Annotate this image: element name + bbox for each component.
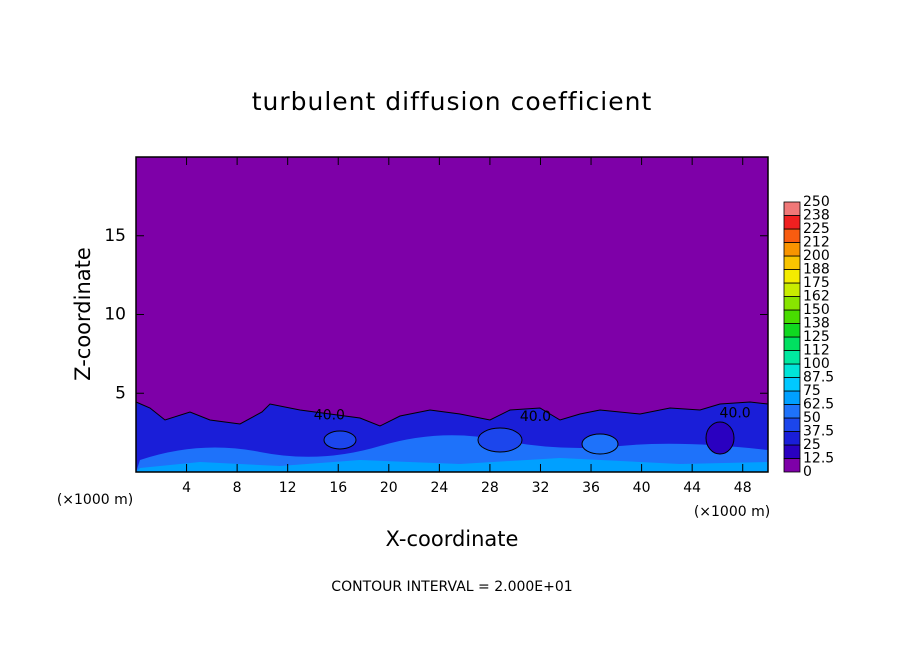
chart-title: turbulent diffusion coefficient — [252, 87, 653, 116]
contour-label: 40.0 — [314, 407, 345, 423]
footer: CONTOUR INTERVAL = 2.000E+01 — [331, 579, 572, 595]
colorbar-label: 150 — [803, 302, 830, 318]
colorbar-swatch — [783, 444, 801, 459]
colorbar-label: 87.5 — [803, 370, 834, 386]
x-tick-label: 28 — [481, 480, 499, 496]
x-unit: (×1000 m) — [694, 504, 770, 520]
contour-label: 40.0 — [520, 409, 551, 425]
colorbar-label: 212 — [803, 235, 830, 251]
x-tick-label: 8 — [233, 480, 242, 496]
colorbar-swatch — [783, 215, 801, 230]
colorbar-label: 162 — [803, 289, 830, 305]
field — [135, 157, 769, 473]
x-tick-label: 40 — [633, 480, 651, 496]
x-tick-label: 48 — [734, 480, 752, 496]
contour-label: 40.0 — [720, 406, 751, 422]
field-blob — [323, 430, 357, 450]
colorbar-swatch — [783, 417, 801, 432]
colorbar-swatch — [783, 458, 801, 473]
y-tick-label: 10 — [104, 305, 126, 325]
x-tick-label: 12 — [279, 480, 297, 496]
y-axis-label: Z-coordinate — [71, 247, 95, 381]
colorbar-swatch — [783, 201, 801, 216]
colorbar-label: 125 — [803, 329, 830, 345]
colorbar-swatch — [783, 269, 801, 284]
colorbar-swatch — [783, 323, 801, 338]
colorbar-label: 0 — [803, 464, 812, 480]
x-tick-label: 44 — [683, 480, 701, 496]
colorbar-label: 188 — [803, 262, 830, 278]
colorbar-swatch — [783, 282, 801, 297]
field-layer — [136, 458, 768, 472]
field-blob — [705, 421, 735, 455]
y-tick-label: 5 — [115, 383, 126, 403]
colorbar-swatch — [783, 242, 801, 257]
colorbar-swatch — [783, 390, 801, 405]
field-blob — [477, 427, 523, 453]
colorbar-label: 62.5 — [803, 397, 834, 413]
colorbar-swatch — [783, 350, 801, 365]
x-tick-label: 32 — [532, 480, 550, 496]
colorbar-label: 112 — [803, 343, 830, 359]
colorbar-label: 50 — [803, 410, 821, 426]
x-unit: (×1000 m) — [57, 492, 133, 508]
colorbar-swatch — [783, 431, 801, 446]
colorbar-swatch — [783, 336, 801, 351]
colorbar-label: 25 — [803, 437, 821, 453]
colorbar-label: 250 — [803, 194, 830, 210]
colorbar-swatch — [783, 309, 801, 324]
colorbar-label: 12.5 — [803, 451, 834, 467]
x-tick-label: 16 — [329, 480, 347, 496]
colorbar-label: 100 — [803, 356, 830, 372]
y-tick-label: 15 — [104, 226, 126, 246]
x-tick-label: 4 — [182, 480, 191, 496]
field-blob — [581, 433, 619, 455]
colorbar-swatch — [783, 255, 801, 270]
colorbar-label: 138 — [803, 316, 830, 332]
colorbar-swatch — [783, 377, 801, 392]
colorbar-label: 225 — [803, 221, 830, 237]
x-tick-label: 24 — [430, 480, 448, 496]
x-tick-label: 36 — [582, 480, 600, 496]
colorbar-label: 37.5 — [803, 424, 834, 440]
colorbar-swatch — [783, 404, 801, 419]
colorbar-swatch — [783, 228, 801, 243]
colorbar-label: 75 — [803, 383, 821, 399]
x-tick-label: 20 — [380, 480, 398, 496]
colorbar-swatch — [783, 296, 801, 311]
colorbar-label: 175 — [803, 275, 830, 291]
colorbar-label: 238 — [803, 208, 830, 224]
x-axis-label: X-coordinate — [386, 527, 519, 551]
colorbar-swatch — [783, 363, 801, 378]
colorbar-label: 200 — [803, 248, 830, 264]
